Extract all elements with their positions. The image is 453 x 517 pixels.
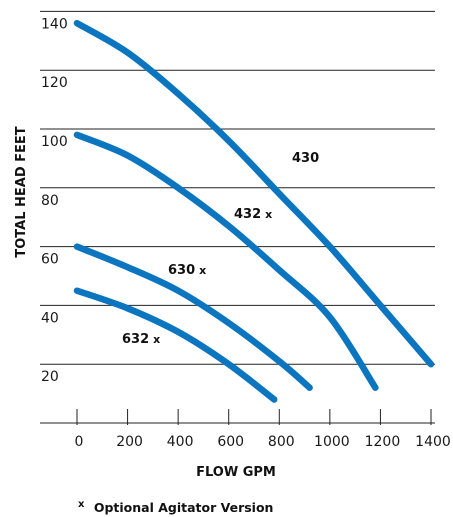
x-tick-label-200: 200 (116, 434, 143, 450)
y-tick-label-140: 140 (41, 16, 68, 32)
y-tick-label-40: 40 (41, 310, 59, 326)
x-axis-title: FLOW GPM (196, 465, 276, 480)
x-tick-label-400: 400 (167, 434, 194, 450)
x-tick-label-800: 800 (268, 434, 295, 450)
x-axis-ticks (76, 409, 432, 425)
curve-label-630: 630 x (168, 263, 206, 278)
x-tick-label-600: 600 (217, 434, 244, 450)
curve-430 (73, 19, 435, 368)
x-tick-label-1200: 1200 (365, 434, 401, 450)
y-axis-title: TOTAL HEAD FEET (14, 126, 29, 257)
curves (73, 19, 435, 403)
curve-632 (73, 287, 278, 403)
curve-label-432: 432 x (234, 207, 272, 222)
svg-text:x Optional Agitator Vers: x Optional Agitator Version (78, 495, 273, 515)
y-tick-label-20: 20 (41, 369, 59, 385)
y-tick-labels: 20 40 60 80 100 120 140 (41, 16, 68, 385)
gridlines (40, 10, 435, 424)
footnote-text: Optional Agitator Version (94, 500, 274, 515)
footnote-marker: x (78, 499, 85, 510)
x-tick-labels: 0 200 400 600 800 1000 1200 1400 (75, 434, 451, 450)
y-tick-label-80: 80 (41, 193, 59, 209)
curve-label-430: 430 (292, 151, 319, 166)
x-tick-label-0: 0 (75, 434, 84, 450)
curve-432 (73, 131, 379, 391)
y-tick-label-120: 120 (41, 75, 68, 91)
y-tick-label-100: 100 (41, 134, 68, 150)
curve-630 (73, 243, 313, 391)
footnote: x Optional Agitator Version (78, 495, 273, 515)
curve-labels: 430 432 x 630 x 632 x (122, 151, 319, 347)
y-tick-label-60: 60 (41, 252, 59, 268)
x-tick-label-1000: 1000 (314, 434, 350, 450)
x-tick-label-1400: 1400 (415, 434, 451, 450)
curve-label-632: 632 x (122, 332, 160, 347)
